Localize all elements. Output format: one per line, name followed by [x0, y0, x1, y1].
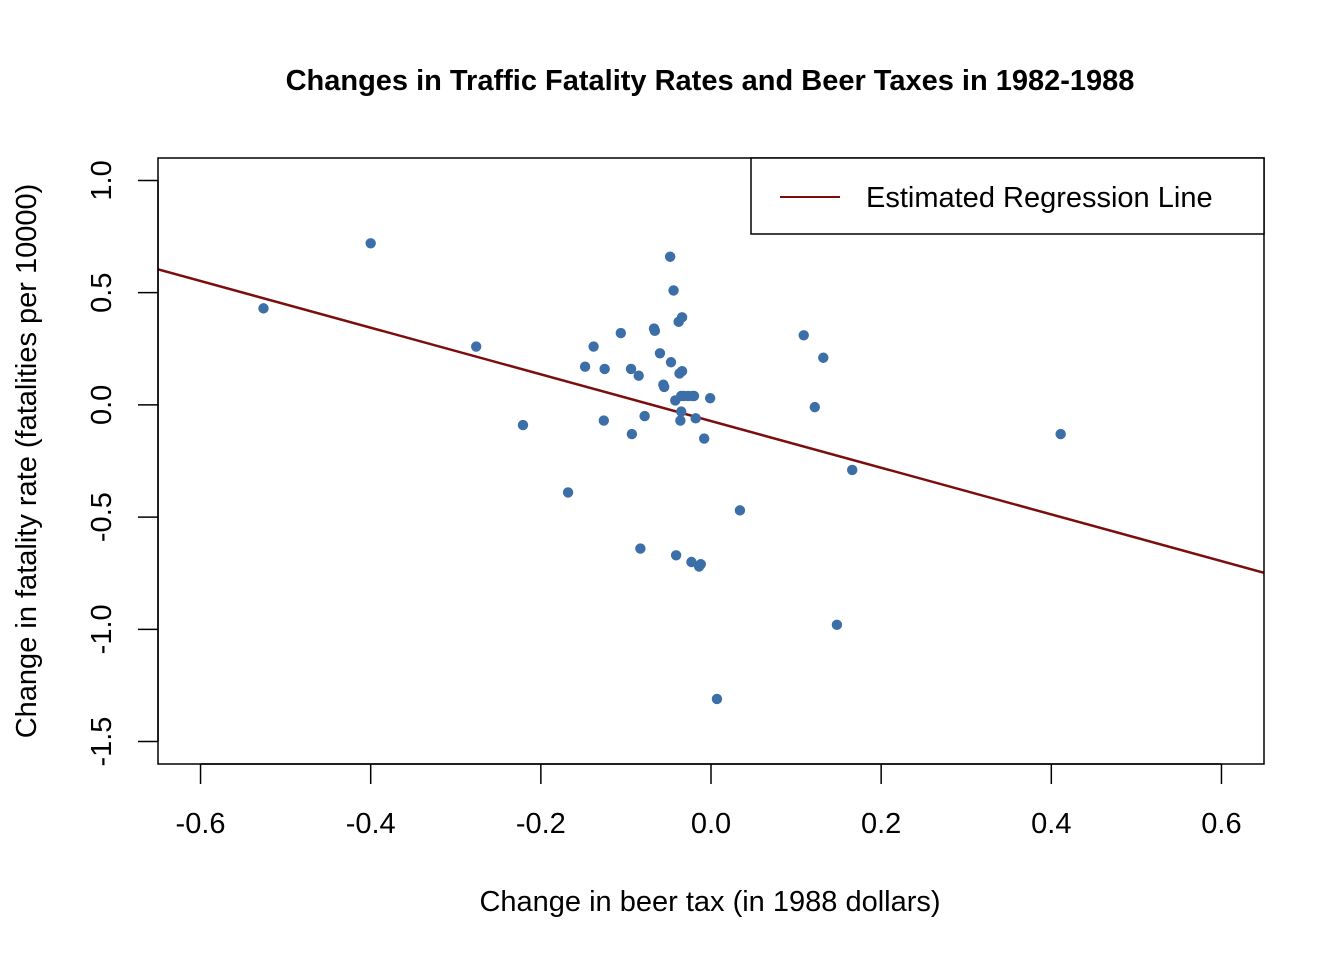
legend: Estimated Regression Line: [750, 157, 1265, 235]
data-point: [365, 238, 376, 249]
x-axis-label: Change in beer tax (in 1988 dollars): [479, 886, 940, 918]
y-tick-label: 0.5: [86, 273, 118, 313]
data-point: [639, 410, 650, 422]
data-point: [517, 419, 529, 431]
x-axis: -0.6 -0.4 -0.2 0.0 0.2 0.4 0.6: [176, 763, 1242, 840]
data-point: [598, 415, 610, 426]
x-tick-label: -0.6: [176, 808, 226, 840]
x-tick-label: 0.2: [861, 808, 901, 840]
y-axis-label: Change in fatality rate (fatalities per …: [11, 184, 43, 739]
data-point: [649, 325, 661, 337]
regression-line: [158, 268, 1264, 574]
data-point: [626, 428, 638, 440]
data-point: [675, 415, 686, 426]
data-point: [711, 693, 723, 705]
x-tick-label: 0.6: [1201, 808, 1241, 840]
data-point: [847, 464, 858, 476]
x-tick-label: -0.2: [516, 808, 566, 840]
x-tick-label: 0.0: [691, 808, 731, 840]
data-point: [688, 390, 700, 402]
y-axis: -1.5 -1.0 -0.5 0.0 0.5 1.0: [86, 160, 159, 767]
y-tick-label: 1.0: [86, 160, 118, 200]
data-point: [798, 330, 809, 341]
plot-frame: [157, 157, 1265, 765]
data-point: [1055, 428, 1066, 440]
data-point: [698, 433, 710, 444]
data-point: [615, 327, 627, 339]
data-point: [579, 361, 591, 372]
data-point: [670, 550, 682, 561]
data-point: [690, 413, 701, 424]
data-point: [676, 312, 688, 323]
y-tick-label: -0.5: [86, 492, 118, 542]
data-point: [818, 352, 829, 363]
data-point: [809, 401, 820, 413]
data-point: [734, 505, 746, 516]
data-point: [665, 357, 677, 368]
y-tick-label: 0.0: [86, 385, 118, 425]
data-point: [470, 341, 482, 352]
data-point: [831, 619, 843, 631]
data-point: [676, 406, 687, 417]
data-point: [633, 370, 644, 381]
y-tick-label: -1.0: [86, 604, 118, 654]
x-tick-label: 0.4: [1031, 808, 1071, 840]
data-point: [676, 366, 688, 377]
data-point: [625, 363, 637, 375]
data-point: [664, 251, 676, 262]
plot-region: [158, 238, 1264, 705]
data-point: [659, 381, 670, 393]
data-point: [599, 363, 610, 375]
data-point: [704, 392, 716, 404]
legend-label: Estimated Regression Line: [866, 182, 1213, 214]
data-point: [635, 543, 646, 554]
x-tick-label: -0.4: [346, 808, 396, 840]
data-point: [258, 303, 269, 314]
data-point: [562, 487, 574, 498]
data-point: [668, 285, 679, 296]
data-point: [686, 556, 697, 568]
data-point: [654, 348, 666, 359]
data-point: [588, 341, 599, 352]
data-point: [695, 559, 706, 570]
chart-title: Changes in Traffic Fatality Rates and Be…: [286, 65, 1135, 97]
y-tick-label: -1.5: [86, 717, 118, 767]
